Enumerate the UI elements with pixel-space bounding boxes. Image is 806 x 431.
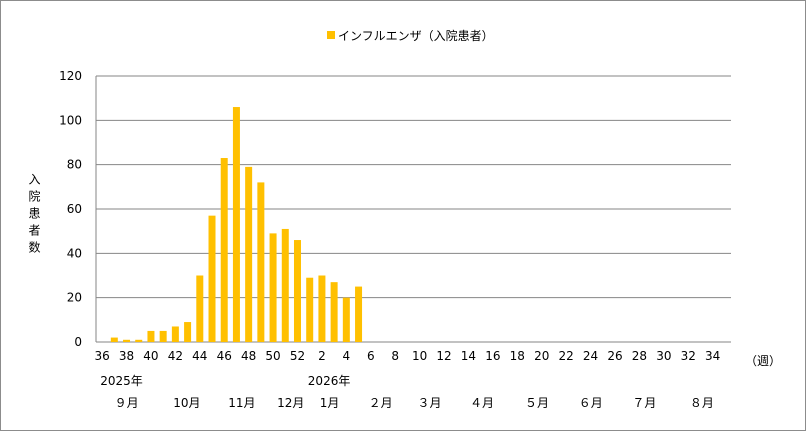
x-tick-label: 12 [436,349,451,363]
y-tick-label: 120 [59,69,82,83]
bar [184,322,192,342]
x-tick-label: 22 [559,349,574,363]
bar [293,240,301,342]
x-tick-label: 24 [583,349,598,363]
month-label: ２月 [369,396,393,410]
bar [159,330,167,342]
bar [196,275,204,342]
x-tick-label: 26 [607,349,622,363]
x-tick-label: 50 [265,349,280,363]
year-label: 2025年 [100,374,143,388]
month-label: ９月 [115,396,139,410]
bar [245,166,253,342]
x-tick-label: 14 [461,349,476,363]
x-tick-label: 44 [192,349,207,363]
x-tick-label: 46 [217,349,232,363]
bar [123,339,131,342]
bar [355,286,363,342]
x-tick-label: 52 [290,349,305,363]
bar [171,326,179,342]
x-tick-label: 10 [412,349,427,363]
bar [342,297,350,342]
year-label: 2026年 [308,374,351,388]
x-tick-label: 38 [119,349,134,363]
bar [147,330,155,342]
month-label: 12月 [277,396,304,410]
month-label: 11月 [228,396,255,410]
month-label: 1月 [320,396,340,410]
x-tick-label: 16 [485,349,500,363]
x-tick-label: 6 [367,349,375,363]
legend-swatch [327,31,335,39]
x-tick-label: 34 [705,349,720,363]
x-tick-label: 36 [94,349,109,363]
y-tick-label: 60 [67,202,82,216]
month-label: ３月 [418,396,442,410]
x-tick-label: 48 [241,349,256,363]
bar [257,182,265,342]
month-label: 10月 [173,396,200,410]
y-tick-label: 40 [67,246,82,260]
bar [232,107,240,343]
x-unit-label: （週） [745,354,781,368]
legend-label: インフルエンザ（入院患者） [338,29,494,43]
x-tick-label: 32 [681,349,696,363]
x-tick-label: 8 [391,349,399,363]
x-tick-label: 30 [656,349,671,363]
bar [330,282,338,342]
y-tick-label: 100 [59,113,82,127]
y-tick-label: 20 [67,291,82,305]
x-tick-label: 4 [343,349,351,363]
month-label: ４月 [470,396,494,410]
y-axis-label: 入院患者数 [27,173,41,258]
x-tick-label: 28 [632,349,647,363]
bar [318,275,326,342]
x-tick-label: 18 [510,349,525,363]
y-tick-label: 0 [74,335,82,349]
bar [135,339,143,342]
x-tick-label: 40 [143,349,158,363]
month-label: ５月 [525,396,549,410]
month-label: ７月 [632,396,656,410]
bar [281,228,289,342]
bar [269,233,277,342]
bar [306,277,314,342]
x-tick-label: 20 [534,349,549,363]
bar [110,337,118,342]
bar [220,158,228,342]
x-tick-label: 42 [168,349,183,363]
month-label: ６月 [579,396,603,410]
x-tick-label: 2 [318,349,326,363]
month-label: ８月 [690,396,714,410]
y-tick-label: 80 [67,158,82,172]
bar [208,215,216,342]
